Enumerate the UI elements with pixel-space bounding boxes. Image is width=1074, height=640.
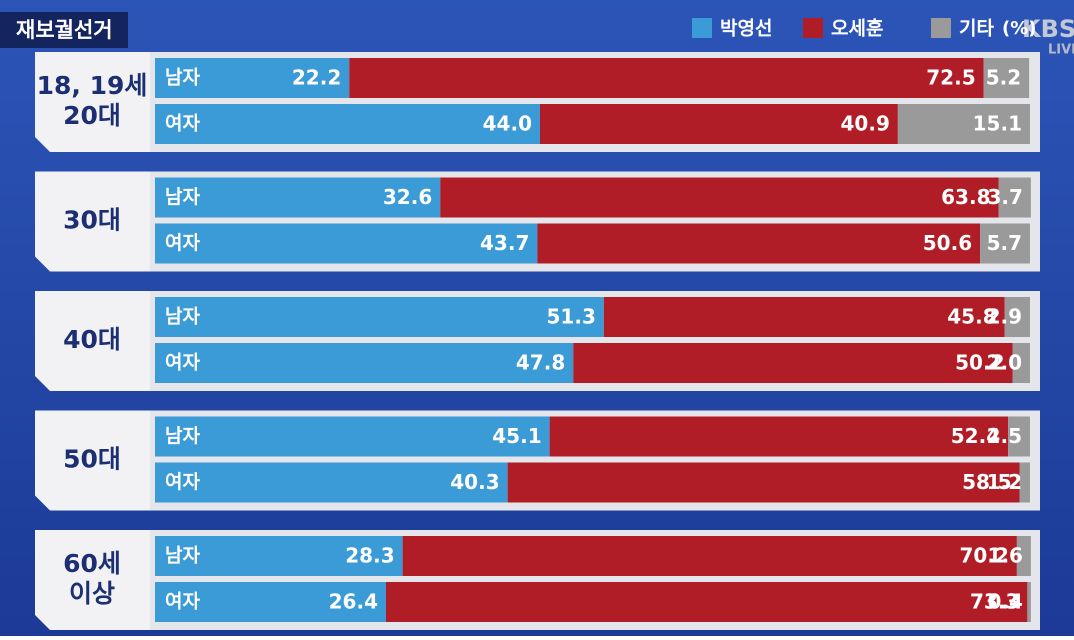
bar-segment [980,223,1030,264]
value-label: 26.4 [329,590,378,614]
group-label-box [35,291,150,391]
value-label: 45.1 [492,424,541,448]
value-label: 72.5 [926,66,975,90]
legend-swatch [692,18,712,38]
bar-segment [155,223,538,264]
value-label: 2.5 [987,424,1022,448]
group-label: 30대 [63,206,121,235]
bar-segment [155,297,604,337]
bar-segment [983,58,1030,98]
row-label: 여자 [165,232,200,254]
group-label-box [35,52,150,152]
value-label: 15.1 [973,112,1022,136]
bar-segment [603,297,1005,337]
bar-segment [998,177,1031,218]
value-label: 0.4 [987,590,1022,614]
group-label: 18, 19세 [37,71,148,100]
row-label: 여자 [165,113,200,135]
value-label: 2.9 [987,305,1022,329]
row-label: 여자 [165,352,200,374]
bar-segment [155,104,540,144]
bar-segment [155,177,441,218]
group-label: 이상 [69,579,115,608]
bar-segment [549,416,1009,457]
bar-segment [155,58,350,98]
bar-segment [507,462,1020,503]
bar-segment [402,536,1017,576]
legend-label: 박영선 [720,18,772,40]
row-label: 남자 [165,545,200,567]
bar-segment [155,536,403,576]
value-label: 3.7 [987,185,1022,209]
value-label: 47.8 [516,351,565,375]
unit-label: (%) [1002,18,1037,39]
group-label-box [35,171,150,272]
row-label: 남자 [165,425,200,447]
group-label: 40대 [63,325,121,354]
value-label: 52.4 [951,424,1000,448]
group-label: 20대 [63,101,121,130]
bar-segment [349,58,984,98]
group-label: 60세 [63,549,121,578]
bar-segment [1008,416,1030,457]
bar-segment [897,104,1030,144]
value-label: 1.6 [987,544,1022,568]
value-label: 5.7 [987,231,1022,255]
group-label: 50대 [63,445,121,474]
bar-segment [537,223,981,264]
value-label: 45.8 [947,305,996,329]
value-label: 5.2 [986,66,1021,90]
value-label: 32.6 [383,185,432,209]
legend-swatch [803,18,823,38]
row-label: 여자 [165,471,200,493]
bar-segment [155,416,550,457]
value-label: 73.3 [970,590,1019,614]
bar-segment [155,462,508,503]
bar-segment [155,582,386,622]
bar-segment [573,343,1013,383]
value-label: 40.9 [841,112,890,136]
bar-segment [1019,462,1030,503]
legend-label: 오세훈 [831,17,883,40]
logo-sub: LIVE [1048,43,1074,58]
value-label: 28.3 [345,544,394,568]
bar-segment [540,104,898,144]
value-label: 63.8 [941,185,990,209]
value-label: 50.6 [923,231,972,255]
value-label: 44.0 [483,112,532,136]
value-label: 51.3 [547,305,596,329]
bar-segment [1004,297,1030,337]
legend-label: 기타 [959,18,994,40]
value-label: 1.2 [987,470,1022,494]
value-label: 58.5 [962,470,1011,494]
group-label-box [35,530,150,630]
logo: KBS [1022,15,1074,43]
row-label: 남자 [165,186,200,208]
value-label: 43.7 [480,231,529,255]
value-label: 40.3 [450,470,499,494]
value-label: 70.2 [960,544,1009,568]
group-label-box [35,410,150,511]
bar-segment [440,177,999,218]
bar-segment [1027,582,1031,622]
bar-segment [386,582,1028,622]
program-title: 재보궐선거 [16,18,113,42]
value-label: 50.2 [955,351,1004,375]
value-label: 22.2 [292,66,341,90]
bar-segment [1012,343,1030,383]
bar-segment [1016,536,1031,576]
row-label: 남자 [165,67,200,89]
value-label: 2.0 [987,351,1022,375]
program-box [0,12,128,48]
bar-segment [155,343,574,383]
row-label: 남자 [165,306,200,328]
row-label: 여자 [165,591,200,613]
legend-swatch [931,18,951,38]
